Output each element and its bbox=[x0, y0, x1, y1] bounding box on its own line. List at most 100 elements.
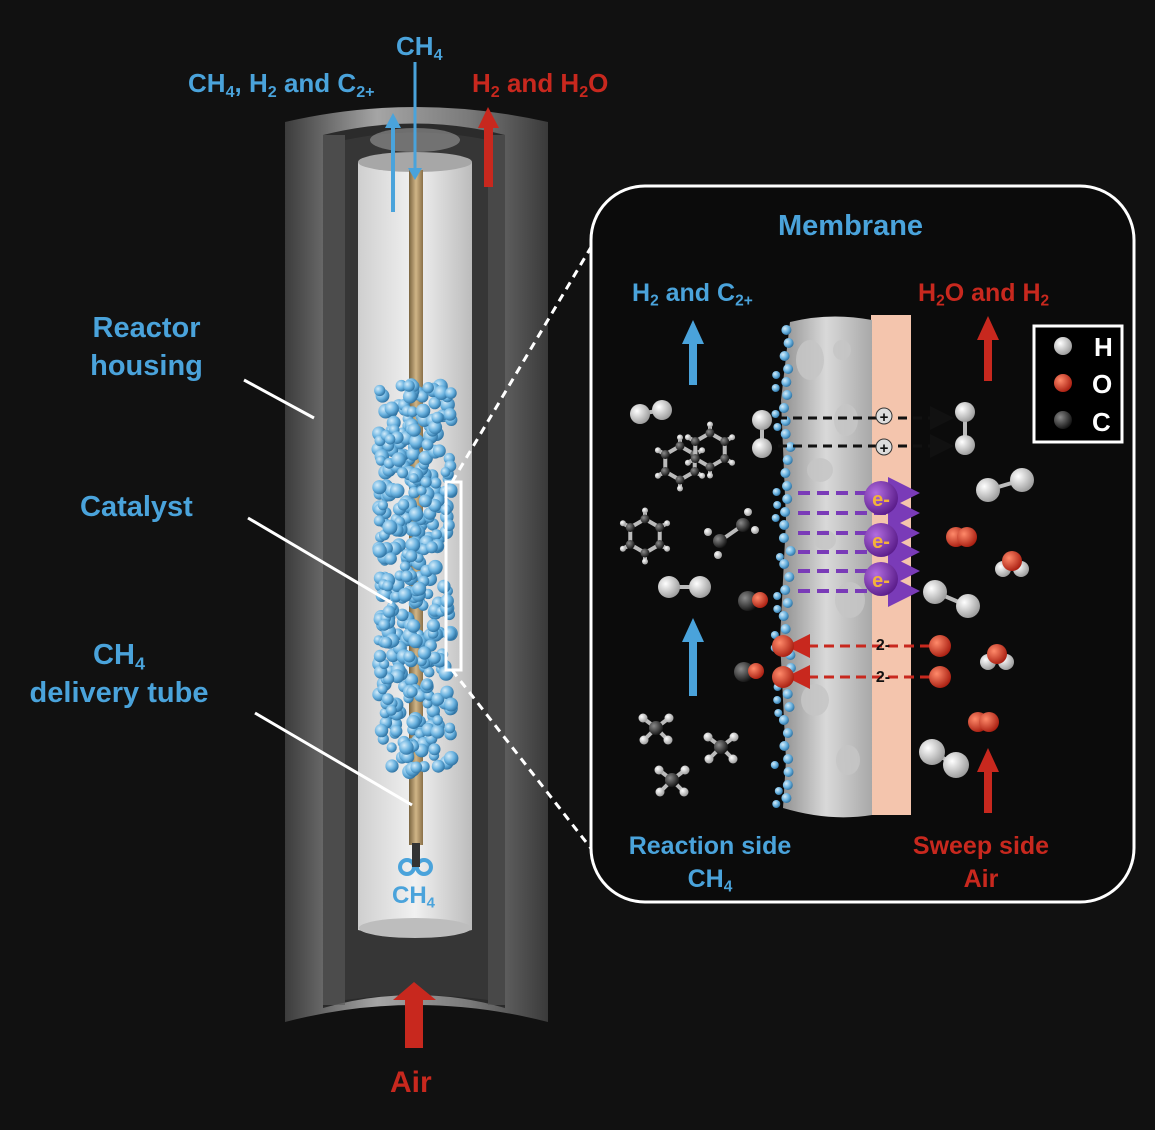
surface-particle bbox=[774, 709, 783, 717]
catalyst-bead bbox=[386, 742, 397, 753]
surface-particle bbox=[773, 501, 782, 509]
surface-particle bbox=[771, 514, 780, 522]
catalyst-bead bbox=[432, 715, 443, 726]
atom-h bbox=[976, 478, 1000, 502]
atom-h bbox=[680, 765, 690, 775]
air-inlet-label: Air bbox=[390, 1066, 432, 1099]
surface-particle bbox=[771, 384, 780, 392]
atom-h bbox=[658, 576, 680, 598]
surface-particle bbox=[782, 780, 793, 790]
atom-h bbox=[677, 485, 683, 492]
atom-o bbox=[772, 635, 794, 657]
atom-c bbox=[720, 437, 730, 446]
proton-charge-2: + bbox=[880, 440, 889, 457]
surface-particle bbox=[782, 481, 792, 491]
atom-c bbox=[655, 540, 665, 549]
atom-c bbox=[660, 450, 670, 459]
atom-h bbox=[642, 558, 648, 565]
atom-o bbox=[929, 666, 951, 688]
atom-h bbox=[619, 545, 626, 552]
atom-h bbox=[654, 472, 661, 479]
catalyst-bead bbox=[428, 651, 441, 664]
legend-o-atom bbox=[1054, 374, 1072, 392]
atom-h bbox=[955, 435, 975, 455]
catalyst-bead bbox=[390, 725, 403, 738]
atom-h bbox=[729, 434, 736, 441]
catalyst-bead bbox=[421, 438, 434, 451]
catalyst-bead bbox=[428, 420, 443, 435]
surface-particle bbox=[780, 429, 791, 439]
atom-c bbox=[625, 540, 635, 549]
surface-particle bbox=[782, 598, 793, 608]
catalyst-bead bbox=[374, 384, 386, 397]
catalyst-bead bbox=[375, 455, 386, 466]
atom-c bbox=[713, 534, 727, 548]
reaction-outlet-label: H2 and C2+ bbox=[632, 279, 753, 310]
catalyst-bead bbox=[428, 396, 441, 410]
catalyst-bead bbox=[415, 403, 431, 418]
catalyst-bead bbox=[430, 477, 442, 489]
surface-particle bbox=[775, 553, 784, 561]
atom-o bbox=[987, 644, 1007, 664]
reaction-side-label: Reaction side CH4 bbox=[628, 832, 792, 896]
atom-o bbox=[772, 666, 794, 688]
catalyst-bead bbox=[373, 649, 387, 663]
catalyst-bead bbox=[385, 759, 399, 773]
atom-c bbox=[736, 518, 750, 532]
atom-h bbox=[664, 713, 674, 723]
atom-h bbox=[684, 434, 691, 441]
catalyst-bead bbox=[422, 698, 433, 709]
catalyst-bead bbox=[406, 447, 421, 461]
catalyst-bead bbox=[396, 608, 409, 622]
atom-h bbox=[638, 713, 648, 723]
catalyst-bead bbox=[407, 406, 418, 418]
catalyst-bead bbox=[380, 636, 393, 649]
top-outlet-label: CH4, H2 and C2+ bbox=[188, 68, 375, 101]
catalyst-bead bbox=[373, 515, 385, 527]
catalyst-bead bbox=[403, 380, 415, 392]
surface-particle bbox=[779, 741, 790, 751]
catalyst-bead bbox=[402, 389, 417, 404]
atom-c bbox=[625, 523, 635, 532]
surface-particle bbox=[770, 761, 779, 769]
surface-particle bbox=[783, 754, 794, 764]
atom-h bbox=[639, 735, 649, 745]
proton-charge-1: + bbox=[880, 409, 889, 426]
atom-c bbox=[714, 740, 728, 754]
zoom-leaders bbox=[450, 231, 602, 861]
catalyst-bead bbox=[440, 467, 451, 477]
catalyst-bead bbox=[377, 684, 388, 695]
proton-transport bbox=[778, 406, 954, 458]
surface-particle bbox=[783, 364, 794, 374]
catalyst-bead bbox=[384, 401, 399, 416]
atom-h bbox=[642, 507, 648, 514]
surface-particle bbox=[780, 507, 791, 517]
catalyst-bead bbox=[372, 480, 387, 495]
catalyst-bead bbox=[408, 507, 424, 522]
surface-particle bbox=[780, 624, 791, 634]
atom-c bbox=[649, 721, 663, 735]
atom-h bbox=[729, 732, 739, 742]
catalyst-bead bbox=[382, 580, 394, 592]
catalyst-bead bbox=[431, 692, 445, 706]
legend-h-label: H bbox=[1094, 332, 1113, 362]
molecules bbox=[619, 400, 1034, 797]
catalyst-bead bbox=[404, 673, 419, 687]
surface-particle bbox=[782, 494, 793, 504]
catalyst-bead bbox=[434, 385, 449, 401]
electron-label-3: e- bbox=[872, 570, 890, 592]
surface-particle bbox=[781, 325, 792, 335]
atom-c bbox=[738, 591, 758, 611]
catalyst-bead bbox=[408, 633, 423, 649]
atom-o bbox=[1002, 551, 1022, 571]
surface-particle bbox=[773, 592, 782, 600]
bottom-ch4-label: CH4 bbox=[392, 882, 435, 912]
atom-c bbox=[675, 475, 685, 485]
atom-h bbox=[956, 594, 980, 618]
atom-h bbox=[707, 472, 713, 479]
surface-particle bbox=[782, 728, 793, 738]
catalyst-bead bbox=[417, 646, 432, 660]
atom-h bbox=[703, 732, 713, 742]
surface-particle bbox=[783, 338, 794, 348]
catalyst-bead bbox=[440, 685, 454, 699]
